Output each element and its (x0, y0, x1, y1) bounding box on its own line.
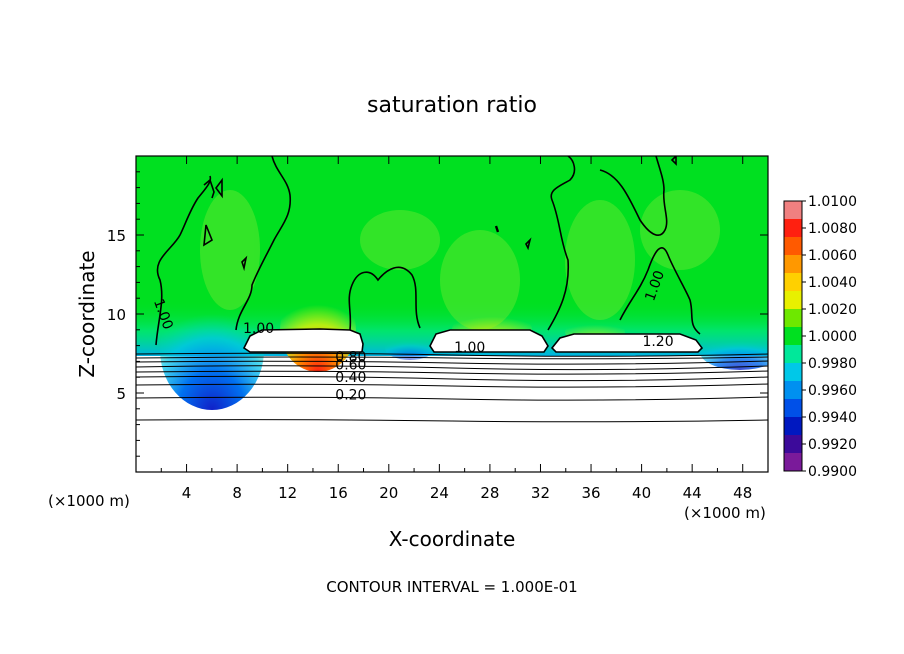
colorbar-swatch (784, 345, 802, 364)
x-tick-label: 44 (683, 484, 702, 502)
dry-anomaly-mid (385, 336, 435, 360)
plot-area (136, 156, 768, 472)
colorbar-label: 0.9940 (808, 410, 857, 426)
colorbar-label: 0.9920 (808, 437, 857, 453)
contour-label: 1.20 (642, 334, 673, 350)
colorbar-swatch (784, 237, 802, 256)
contour-interval-note: CONTOUR INTERVAL = 1.000E-01 (326, 578, 577, 596)
colorbar-swatch (784, 363, 802, 382)
colorbar: 1.0100 1.0080 1.0060 1.0040 1.0020 1.0000 0.99… (783, 194, 857, 480)
x-axis-unit-right: (×1000 m) (684, 504, 766, 522)
texture-patches (200, 190, 720, 330)
colorbar-label: 0.9980 (808, 356, 857, 372)
contour-label: 0.20 (335, 388, 366, 404)
x-tick-label: 48 (733, 484, 752, 502)
colorbar-swatch (784, 381, 802, 400)
y-axis-label: Z-coordinate (75, 250, 99, 377)
colorbar-label: 0.9960 (808, 383, 857, 399)
colorbar-swatch (784, 399, 802, 418)
colorbar-label: 1.0100 (808, 194, 857, 210)
y-axis-ticks: 5 10 15 (107, 171, 768, 457)
colorbar-swatch (784, 255, 802, 274)
colorbar-label: 1.0060 (808, 248, 857, 264)
contour-label: 1.00 (454, 340, 485, 356)
x-tick-label: 8 (232, 484, 242, 502)
x-tick-label: 4 (182, 484, 192, 502)
cloud-1 (242, 328, 364, 353)
x-tick-label: 28 (480, 484, 499, 502)
x-axis-ticks: 4 8 12 16 20 24 28 32 36 40 44 48 (160, 156, 752, 502)
colorbar-swatch (784, 201, 802, 220)
colorbar-label: 0.9900 (808, 464, 857, 480)
x-tick-label: 40 (632, 484, 651, 502)
dry-anomaly-right (700, 334, 768, 370)
cloud-regions (242, 328, 704, 353)
contour-label: 0.80 (335, 350, 366, 366)
colorbar-swatch (784, 309, 802, 328)
colorbar-label: 1.0020 (808, 302, 857, 318)
x-axis-unit-left: (×1000 m) (48, 492, 130, 510)
x-tick-label: 16 (329, 484, 348, 502)
colorbar-swatch (784, 219, 802, 238)
x-tick-label: 12 (278, 484, 297, 502)
contour-label: 0.40 (335, 370, 366, 386)
colorbar-swatch (784, 453, 802, 472)
contour-labels: 1.00 1.001.001.001.200.800.600.400.20 (150, 269, 674, 404)
y-tick-label: 15 (107, 227, 126, 245)
colorbar-swatch (784, 291, 802, 310)
x-tick-label: 20 (379, 484, 398, 502)
y-tick-label: 10 (107, 306, 126, 324)
contour-label: 0.60 (335, 358, 366, 374)
colorbar-swatch (784, 273, 802, 292)
chart-title: saturation ratio (367, 93, 537, 118)
contour-lines-lower (136, 352, 768, 423)
colorbar-label: 1.0040 (808, 275, 857, 291)
colorbar-swatch (784, 417, 802, 436)
colorbar-label: 1.0000 (808, 329, 857, 345)
contour-1.00 (155, 156, 701, 346)
x-tick-label: 24 (430, 484, 449, 502)
x-tick-label: 36 (581, 484, 600, 502)
colorbar-swatch (784, 435, 802, 454)
cloud-2 (429, 329, 549, 353)
cloud-3 (550, 333, 704, 353)
y-tick-label: 5 (116, 385, 126, 403)
x-tick-label: 32 (531, 484, 550, 502)
contour-label: 1.00 (243, 321, 274, 337)
colorbar-label: 1.0080 (808, 221, 857, 237)
colorbar-swatch (784, 327, 802, 346)
x-axis-label: X-coordinate (389, 527, 516, 551)
